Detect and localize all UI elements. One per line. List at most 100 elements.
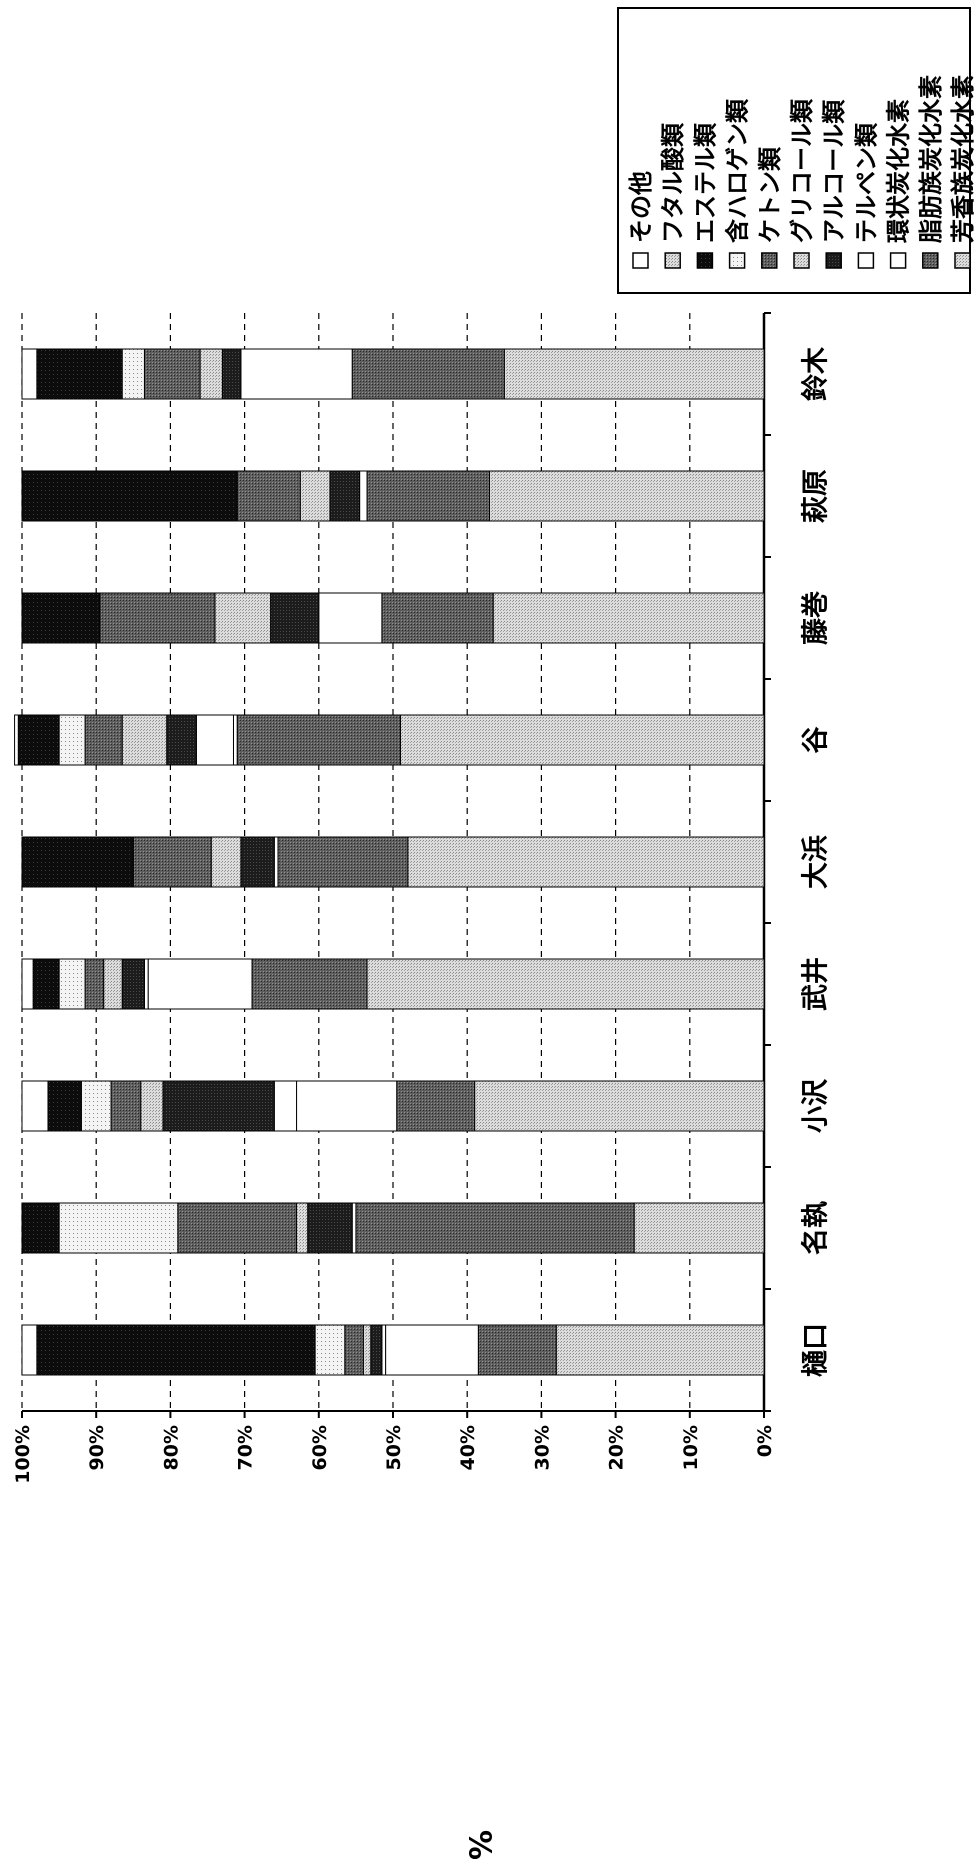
bar-segment-樋口-1 (477, 1324, 557, 1376)
bar-segment-武井-4 (121, 958, 145, 1010)
bar-segment-鈴木-5 (199, 348, 223, 400)
bar-segment-名執-1 (355, 1202, 635, 1254)
bar-segment-武井-6 (84, 958, 105, 1010)
value-tick-label-10: 100% (12, 1425, 34, 1484)
bar-segment-武井-0 (366, 958, 765, 1010)
bar-segment-名執-7 (58, 1202, 179, 1254)
value-tick-label-7: 70% (235, 1425, 257, 1470)
bar-segment-藤巻-5 (214, 592, 272, 644)
bar-segment-大浜-4 (240, 836, 275, 888)
legend-swatch-9 (922, 252, 939, 269)
bar-segment-萩原-2 (359, 470, 368, 522)
bar-segment-樋口-3 (381, 1324, 387, 1376)
bar-segment-樋口-5 (362, 1324, 372, 1376)
bar-segment-大浜-6 (132, 836, 212, 888)
bar-segment-樋口-4 (370, 1324, 383, 1376)
bar-segment-藤巻-4 (270, 592, 320, 644)
legend-swatch-3 (728, 252, 746, 269)
bar-segment-谷-4 (166, 714, 197, 766)
category-label-0: 樋口 (801, 1323, 832, 1377)
bar-segment-藤巻-1 (381, 592, 494, 644)
legend-swatch-5 (793, 252, 810, 269)
bar-segment-鈴木-1 (351, 348, 505, 400)
legend-label-4: ケトン類 (756, 146, 784, 243)
bar-segment-小沢-0 (474, 1080, 765, 1132)
bar-segment-名執-5 (296, 1202, 309, 1254)
bar-segment-大浜-5 (210, 836, 242, 888)
category-label-7: 萩原 (801, 469, 832, 523)
legend-frame (617, 7, 971, 294)
bar-segment-谷-10 (14, 714, 19, 766)
bar-segment-小沢-1 (396, 1080, 476, 1132)
bar-segment-谷-5 (121, 714, 168, 766)
legend-swatch-10 (954, 252, 971, 269)
bar-segment-鈴木-8 (36, 348, 123, 400)
bar-segment-大浜-0 (407, 836, 765, 888)
bar-segment-武井-3 (143, 958, 149, 1010)
value-tick-label-0: 0% (754, 1425, 776, 1457)
bar-segment-名執-8 (21, 1202, 60, 1254)
value-tick-label-6: 60% (309, 1425, 331, 1470)
bar-segment-谷-6 (84, 714, 123, 766)
bar-segment-藤巻-6 (99, 592, 216, 644)
bar-segment-小沢-4 (162, 1080, 275, 1132)
legend-label-1: フタル酸類 (659, 122, 687, 243)
bar-segment-小沢-6 (110, 1080, 142, 1132)
value-tick-label-8: 80% (160, 1425, 182, 1470)
category-label-5: 谷 (801, 726, 832, 754)
category-label-4: 大浜 (801, 835, 832, 889)
bar-segment-名執-4 (307, 1202, 353, 1254)
bar-segment-小沢-8 (47, 1080, 82, 1132)
bar-segment-樋口-8 (36, 1324, 316, 1376)
bar-segment-樋口-6 (344, 1324, 364, 1376)
bar-segment-名執-0 (633, 1202, 765, 1254)
value-tick-label-5: 50% (383, 1425, 405, 1470)
legend-label-6: アルコール類 (820, 99, 848, 243)
bar-segment-小沢-3 (273, 1080, 298, 1132)
bar-segment-小沢-7 (80, 1080, 112, 1132)
category-label-2: 小沢 (801, 1078, 832, 1133)
bar-segment-谷-3 (195, 714, 234, 766)
bar-segment-武井-5 (103, 958, 123, 1010)
legend: その他 フタル酸類 エステル類 含ハロゲン類 ケトン類 グリコール類 アルコール類 テルペン類… (617, 7, 977, 294)
legend-swatch-6 (825, 252, 842, 269)
bar-segment-藤巻-0 (492, 592, 765, 644)
legend-label-8: 環状炭化水素 (885, 99, 913, 243)
bar-segment-鈴木-4 (221, 348, 242, 400)
bar-segment-樋口-10 (21, 1324, 38, 1376)
bar-segment-萩原-0 (488, 470, 765, 522)
bar-segment-藤巻-8 (21, 592, 101, 644)
bar-segment-谷-1 (236, 714, 401, 766)
bar-segment-大浜-2 (273, 836, 279, 888)
value-tick-label-3: 30% (531, 1425, 553, 1470)
bar-segment-鈴木-7 (121, 348, 145, 400)
legend-label-7: テルペン類 (852, 122, 880, 243)
category-label-3: 武井 (801, 957, 832, 1011)
bar-segment-谷-0 (399, 714, 765, 766)
legend-label-0: その他 (627, 171, 655, 243)
bar-segment-小沢-2 (296, 1080, 398, 1132)
bar-segment-武井-1 (251, 958, 368, 1010)
bar-segment-萩原-8 (21, 470, 238, 522)
value-tick-label-1: 10% (680, 1425, 702, 1470)
bar-segment-小沢-10 (21, 1080, 49, 1132)
bar-segment-谷-8 (17, 714, 60, 766)
bar-segment-樋口-0 (555, 1324, 765, 1376)
bar-segment-武井-2 (147, 958, 253, 1010)
bar-segment-樋口-7 (314, 1324, 346, 1376)
legend-swatch-7 (857, 252, 875, 269)
bar-segment-萩原-4 (329, 470, 361, 522)
bar-segment-鈴木-2 (240, 348, 353, 400)
bar-segment-小沢-5 (140, 1080, 164, 1132)
value-tick-label-4: 40% (457, 1425, 479, 1470)
bar-segment-鈴木-6 (143, 348, 201, 400)
bar-segment-武井-7 (58, 958, 86, 1010)
legend-swatch-1 (664, 252, 681, 269)
bar-segment-萩原-1 (366, 470, 490, 522)
bar-segment-樋口-2 (385, 1324, 479, 1376)
value-tick-label-2: 20% (606, 1425, 628, 1470)
bar-segment-名執-6 (177, 1202, 298, 1254)
legend-swatch-2 (696, 252, 714, 269)
bar-segment-萩原-5 (299, 470, 331, 522)
bar-segment-名執-2 (351, 1202, 357, 1254)
